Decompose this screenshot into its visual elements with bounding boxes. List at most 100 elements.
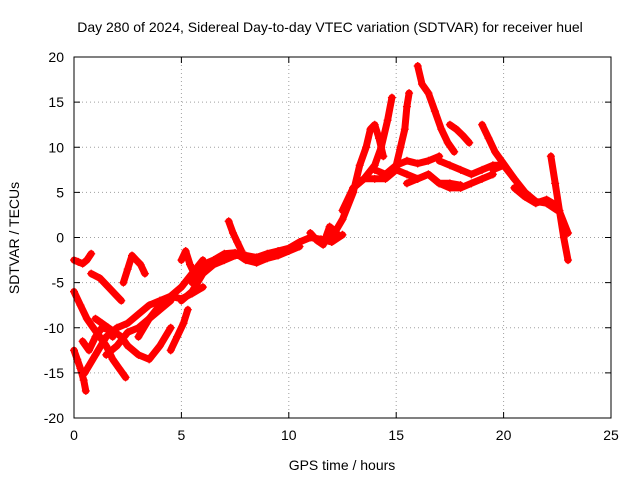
data-point <box>413 159 422 168</box>
data-point <box>402 170 411 179</box>
data-point <box>488 165 497 174</box>
series-line <box>119 252 149 287</box>
data-point <box>312 236 321 245</box>
data-point <box>546 152 555 161</box>
data-point <box>173 332 182 341</box>
data-point <box>110 328 119 337</box>
x-tick-label: 15 <box>388 427 404 443</box>
series-arc1 <box>70 287 130 382</box>
data-point <box>166 323 175 332</box>
data-point <box>95 274 104 283</box>
series-arc6 <box>80 256 207 377</box>
x-tick-label: 0 <box>70 427 78 443</box>
data-point <box>166 292 175 301</box>
y-tick-label: 15 <box>48 94 64 110</box>
data-point <box>467 170 476 179</box>
data-point <box>231 248 240 257</box>
data-point <box>102 350 111 359</box>
data-point <box>458 131 467 140</box>
data-point <box>134 332 143 341</box>
series-arc5 <box>87 269 126 305</box>
data-point <box>531 199 540 208</box>
data-point <box>484 134 493 143</box>
data-point <box>366 125 375 134</box>
series-arc21 <box>370 152 444 179</box>
data-point <box>377 143 386 152</box>
data-point <box>76 364 85 373</box>
data-point <box>115 364 124 373</box>
data-point <box>252 258 261 267</box>
x-tick-label: 10 <box>281 427 297 443</box>
data-point <box>81 386 90 395</box>
data-point <box>383 116 392 125</box>
data-point <box>74 257 83 266</box>
data-point <box>437 125 446 134</box>
data-point <box>424 156 433 165</box>
data-point <box>188 287 197 296</box>
data-point <box>181 247 190 256</box>
data-point <box>209 256 218 265</box>
data-point <box>91 332 100 341</box>
series-arc12 <box>166 305 192 355</box>
data-point <box>104 283 113 292</box>
data-point <box>319 240 328 249</box>
data-point <box>91 314 100 323</box>
data-point <box>123 328 132 337</box>
data-point <box>82 256 91 265</box>
data-point <box>79 376 88 385</box>
data-series <box>70 62 573 395</box>
series-line <box>225 217 245 255</box>
data-point <box>82 314 91 323</box>
series-arc9 <box>119 251 149 287</box>
data-point <box>542 195 551 204</box>
data-point <box>134 310 143 319</box>
data-point <box>132 256 141 265</box>
series-arc30 <box>546 152 573 265</box>
y-tick-label: -15 <box>44 365 64 381</box>
data-point <box>123 265 132 274</box>
data-point <box>555 206 564 215</box>
series-arc26 <box>445 120 474 147</box>
data-point <box>349 183 358 192</box>
data-point <box>76 301 85 310</box>
data-point <box>85 346 94 355</box>
data-point <box>241 256 250 265</box>
data-point <box>89 323 98 332</box>
data-point <box>445 183 454 192</box>
data-point <box>338 206 347 215</box>
data-point <box>402 179 411 188</box>
data-point <box>274 251 283 260</box>
data-point <box>78 337 87 346</box>
data-point <box>284 247 293 256</box>
data-point <box>370 165 379 174</box>
data-point <box>87 269 96 278</box>
series-arc22 <box>392 89 414 170</box>
data-point <box>136 260 145 269</box>
data-point <box>73 355 82 364</box>
series-line <box>177 247 198 278</box>
data-point <box>392 161 401 170</box>
chart-title: Day 280 of 2024, Sidereal Day-to-day VTE… <box>77 19 583 35</box>
data-point <box>338 215 347 224</box>
data-point <box>140 269 149 278</box>
data-point <box>452 125 461 134</box>
data-point <box>188 278 197 287</box>
data-point <box>306 228 315 237</box>
data-point <box>405 89 414 98</box>
data-point <box>155 301 164 310</box>
data-point <box>183 305 192 314</box>
y-tick-label: -20 <box>44 410 64 426</box>
data-point <box>325 222 334 231</box>
data-point <box>424 89 433 98</box>
data-point <box>220 249 229 258</box>
data-point <box>445 161 454 170</box>
data-point <box>155 341 164 350</box>
series-line <box>414 62 458 156</box>
data-point <box>78 259 87 268</box>
data-point <box>435 179 444 188</box>
data-point <box>80 368 89 377</box>
data-point <box>119 278 128 287</box>
data-point <box>456 165 465 174</box>
data-point <box>177 296 186 305</box>
data-point <box>228 228 237 237</box>
